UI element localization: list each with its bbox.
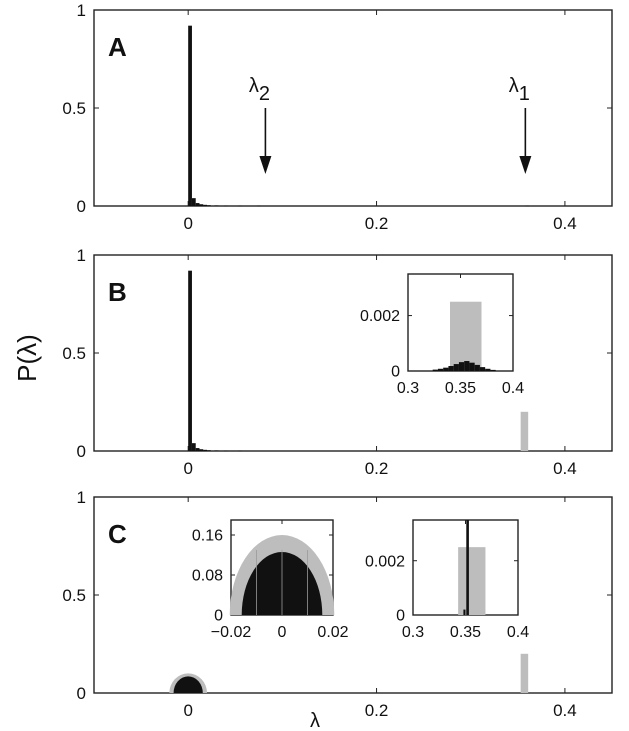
bar-black — [199, 449, 204, 451]
panel-C-ytick-label: 0 — [77, 684, 86, 703]
bar-gray — [450, 301, 482, 371]
panel-C-ytick-label: 1 — [77, 488, 86, 507]
bar-black — [479, 367, 486, 371]
panel-B-ytick-label: 1 — [77, 246, 86, 265]
y-axis-label: P(λ) — [12, 334, 42, 382]
panel-B-ytick-label: 0.5 — [62, 344, 86, 363]
panel-label-C: C — [108, 519, 127, 549]
inset-C-2-ytick-label: 0 — [396, 608, 405, 625]
bar-black — [443, 367, 449, 371]
bar-black — [191, 198, 196, 206]
panel-C-xtick-label: 0.4 — [553, 701, 577, 720]
bar-black — [256, 205, 261, 207]
panel-A-ytick-label: 0 — [77, 197, 86, 216]
bar-black — [474, 364, 480, 371]
bar-black — [458, 362, 465, 371]
bar-black — [203, 449, 208, 451]
x-axis-label: λ — [310, 710, 320, 731]
semicircle-black — [173, 676, 203, 693]
bar-black — [188, 270, 192, 451]
bar-black — [203, 204, 208, 206]
panel-label-B: B — [108, 277, 127, 307]
panel-A-ytick-label: 1 — [77, 1, 86, 20]
bar-black — [453, 364, 459, 371]
panel-A-ytick-label: 0.5 — [62, 99, 86, 118]
arrow-head — [519, 156, 532, 174]
bar-black — [463, 609, 466, 615]
panel-B-xtick-label: 0.2 — [365, 459, 389, 478]
inset-B-1-xtick-label: 0.35 — [445, 380, 476, 397]
panel-B-xtick-label: 0 — [183, 459, 192, 478]
bar-black — [238, 450, 242, 452]
panel-C-xtick-label: 0 — [183, 701, 192, 720]
panel-B-frame — [93, 254, 613, 452]
bar-black — [485, 368, 491, 371]
panel-B-ytick-label: 0 — [77, 442, 86, 461]
bar-black — [448, 366, 454, 371]
bar-gray — [458, 547, 486, 615]
inset-C-2-xtick-label: 0.4 — [507, 624, 529, 641]
panel-B-xtick-label: 0.4 — [553, 459, 577, 478]
panel-A-xtick-label: 0 — [183, 214, 192, 233]
inset-C-2: 0.3 0.35 0.4 0 0.002 — [365, 519, 529, 641]
bar-black — [223, 205, 228, 207]
inset-C-2-ytick-label: 0.002 — [365, 553, 405, 570]
inset-B-1-xtick-label: 0.4 — [502, 380, 524, 397]
bar-gray — [520, 653, 529, 693]
panel-A-xtick-label: 0.2 — [365, 214, 389, 233]
bar-black — [464, 361, 470, 371]
bar-black — [195, 448, 200, 451]
inset-B-1-ytick-label: 0 — [391, 364, 400, 381]
inset-C-1-ytick-label: 0.16 — [192, 528, 223, 545]
panel-C-frame — [93, 496, 613, 694]
bar-black — [207, 205, 211, 206]
bar-black — [437, 368, 444, 371]
inset-B-1-xtick-label: 0.3 — [397, 380, 419, 397]
bar-black — [466, 520, 469, 615]
bar-black — [214, 205, 219, 207]
inset-C-1-ytick-label: 0.08 — [192, 568, 223, 585]
bar-black — [199, 204, 204, 206]
inset-C-1-ytick-label: 0 — [214, 608, 223, 625]
inset-B-1: 0.3 0.35 0.4 0 0.002 — [360, 273, 524, 397]
bar-black — [525, 205, 530, 207]
inset-C-2-xtick-label: 0.35 — [450, 624, 481, 641]
panel-A-frame — [93, 9, 613, 207]
bar-black — [207, 450, 211, 451]
panel-B: 0 0.2 0.4 0 0.5 1 B 0.3 0.35 0.4 0 0.002 — [62, 246, 613, 478]
bar-black — [223, 450, 228, 452]
panel-A-xtick-label: 0.4 — [553, 214, 577, 233]
bar-black — [432, 369, 438, 371]
bar-black — [195, 203, 200, 206]
inset-C-1-xtick-label: 0 — [278, 624, 287, 641]
bar-gray — [520, 411, 529, 451]
bar-black — [238, 205, 242, 207]
bar-black — [214, 450, 219, 452]
arrow-head — [259, 156, 272, 174]
inset-B-1-ytick-label: 0.002 — [360, 308, 400, 325]
bar-black — [469, 362, 475, 371]
bar-black — [490, 369, 496, 371]
inset-C-1-xtick-label: 0.02 — [317, 624, 348, 641]
bar-black — [188, 25, 192, 207]
panel-C-xtick-label: 0.2 — [365, 701, 389, 720]
inset-C-2-xtick-label: 0.3 — [402, 624, 424, 641]
inset-C-1-xtick-label: −0.02 — [211, 624, 252, 641]
panel-label-A: A — [108, 32, 127, 62]
panel-C-ytick-label: 0.5 — [62, 586, 86, 605]
bar-black — [191, 443, 196, 451]
